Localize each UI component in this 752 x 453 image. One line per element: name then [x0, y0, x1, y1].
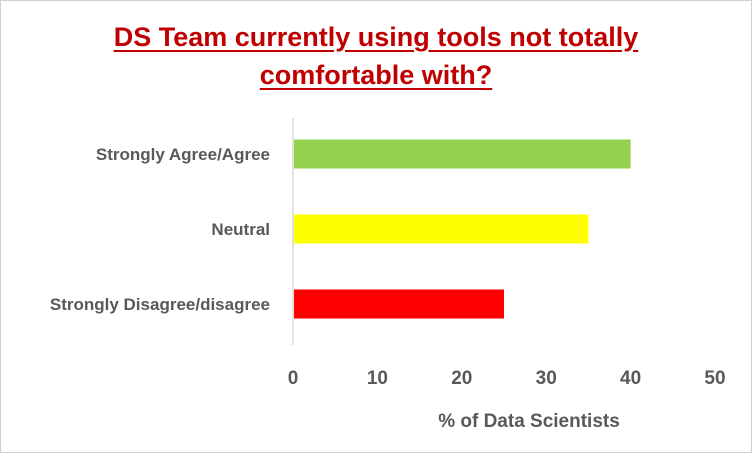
bar-1: [294, 214, 589, 244]
chart-title: DS Team currently using tools not totall…: [0, 18, 752, 94]
x-tick-label-3: 30: [536, 368, 557, 389]
x-tick-label-1: 10: [367, 368, 388, 389]
chart-title-line-2: comfortable with?: [259, 60, 493, 90]
x-axis-title: % of Data Scientists: [438, 411, 620, 432]
bar-0: [294, 139, 631, 169]
category-labels-group: Strongly Agree/Agree Neutral Strongly Disa…: [50, 145, 270, 314]
category-label-1: Neutral: [211, 220, 270, 239]
category-label-2: Strongly Disagree/disagree: [50, 295, 270, 314]
x-tick-label-0: 0: [288, 368, 299, 389]
x-tick-label-4: 40: [620, 368, 641, 389]
x-tick-label-5: 50: [704, 368, 725, 389]
bar-2: [294, 289, 504, 319]
bars-group: [294, 139, 631, 319]
x-tick-label-2: 20: [451, 368, 472, 389]
category-label-0: Strongly Agree/Agree: [96, 145, 270, 164]
chart-title-line-1: DS Team currently using tools not totall…: [113, 22, 639, 52]
x-tick-labels-group: 0 10 20 30 40 50: [288, 368, 726, 389]
